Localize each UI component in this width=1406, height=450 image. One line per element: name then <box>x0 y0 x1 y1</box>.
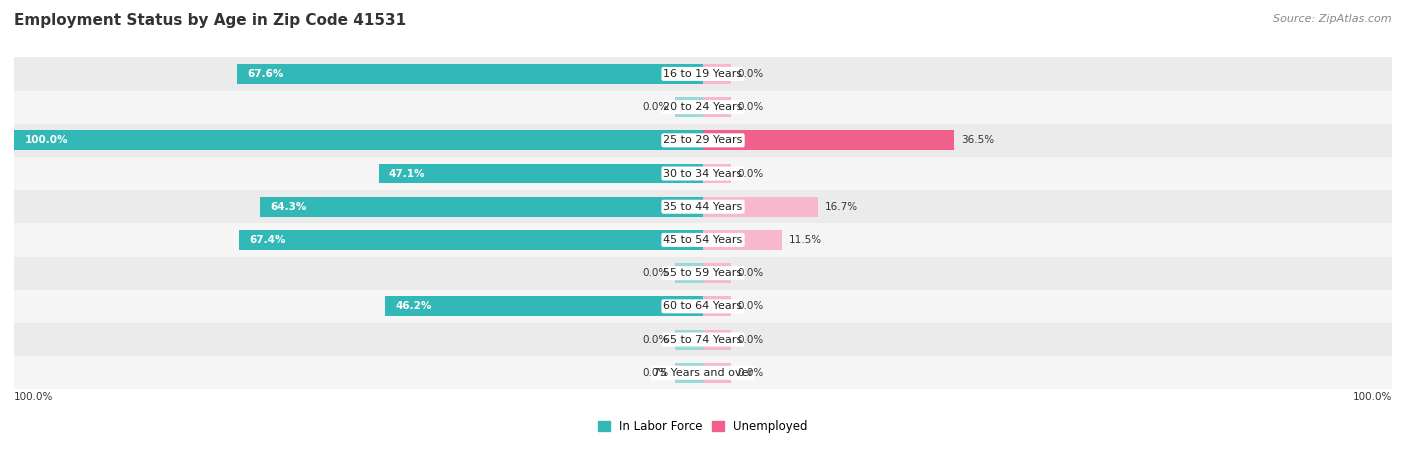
Text: 16.7%: 16.7% <box>825 202 858 212</box>
Bar <box>14 323 1392 356</box>
Bar <box>14 57 1392 90</box>
Bar <box>239 230 703 250</box>
Bar <box>14 90 1392 124</box>
Bar <box>385 297 703 316</box>
Text: 0.0%: 0.0% <box>738 169 763 179</box>
Text: 11.5%: 11.5% <box>789 235 823 245</box>
Text: 0.0%: 0.0% <box>738 69 763 79</box>
Bar <box>703 297 731 316</box>
Text: 0.0%: 0.0% <box>643 268 669 278</box>
Bar <box>703 163 731 184</box>
Bar <box>14 356 1392 389</box>
Text: 16 to 19 Years: 16 to 19 Years <box>664 69 742 79</box>
Bar <box>14 124 1392 157</box>
Text: 67.4%: 67.4% <box>249 235 285 245</box>
Text: 0.0%: 0.0% <box>738 368 763 378</box>
Bar <box>14 130 703 150</box>
Text: 55 to 59 Years: 55 to 59 Years <box>664 268 742 278</box>
Text: 0.0%: 0.0% <box>643 368 669 378</box>
Text: 65 to 74 Years: 65 to 74 Years <box>664 334 742 345</box>
Text: 30 to 34 Years: 30 to 34 Years <box>664 169 742 179</box>
Legend: In Labor Force, Unemployed: In Labor Force, Unemployed <box>593 415 813 438</box>
Text: 60 to 64 Years: 60 to 64 Years <box>664 302 742 311</box>
Bar <box>14 290 1392 323</box>
Text: 35 to 44 Years: 35 to 44 Years <box>664 202 742 212</box>
Bar <box>703 197 818 217</box>
Text: 100.0%: 100.0% <box>24 135 67 145</box>
Text: 67.6%: 67.6% <box>247 69 284 79</box>
Bar <box>703 64 731 84</box>
Bar <box>703 230 782 250</box>
Bar <box>675 329 703 350</box>
Text: 45 to 54 Years: 45 to 54 Years <box>664 235 742 245</box>
Bar <box>14 223 1392 256</box>
Bar <box>675 363 703 382</box>
Text: 46.2%: 46.2% <box>395 302 432 311</box>
Bar <box>378 163 703 184</box>
Bar <box>703 263 731 283</box>
Text: Employment Status by Age in Zip Code 41531: Employment Status by Age in Zip Code 415… <box>14 14 406 28</box>
Text: 75 Years and over: 75 Years and over <box>652 368 754 378</box>
Text: 20 to 24 Years: 20 to 24 Years <box>664 102 742 112</box>
Text: 0.0%: 0.0% <box>738 268 763 278</box>
Bar <box>675 263 703 283</box>
Bar <box>238 64 703 84</box>
Text: 0.0%: 0.0% <box>738 302 763 311</box>
Text: 0.0%: 0.0% <box>738 102 763 112</box>
Text: Source: ZipAtlas.com: Source: ZipAtlas.com <box>1274 14 1392 23</box>
Text: 100.0%: 100.0% <box>1353 392 1392 402</box>
Bar <box>703 363 731 382</box>
Bar <box>675 97 703 117</box>
Text: 25 to 29 Years: 25 to 29 Years <box>664 135 742 145</box>
Text: 0.0%: 0.0% <box>738 334 763 345</box>
Text: 100.0%: 100.0% <box>14 392 53 402</box>
Bar <box>703 130 955 150</box>
Text: 36.5%: 36.5% <box>962 135 994 145</box>
Bar <box>703 97 731 117</box>
Text: 0.0%: 0.0% <box>643 334 669 345</box>
Text: 64.3%: 64.3% <box>270 202 307 212</box>
Bar <box>14 190 1392 223</box>
Text: 0.0%: 0.0% <box>643 102 669 112</box>
Bar <box>14 256 1392 290</box>
Bar <box>260 197 703 217</box>
Bar <box>14 157 1392 190</box>
Bar <box>703 329 731 350</box>
Text: 47.1%: 47.1% <box>389 169 426 179</box>
